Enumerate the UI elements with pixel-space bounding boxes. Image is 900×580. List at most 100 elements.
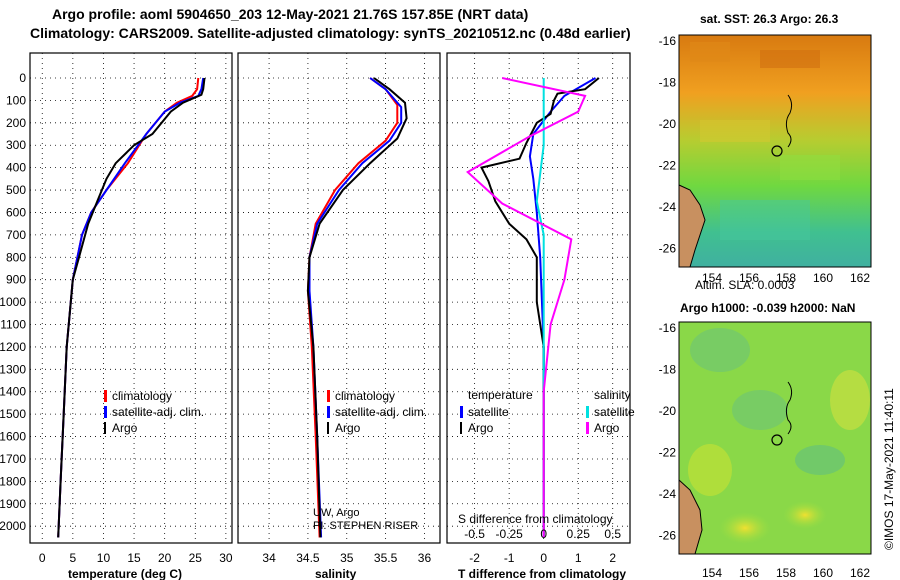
x-tick-label: 5: [70, 551, 77, 565]
legend-t-argo-swatch: [460, 422, 462, 434]
depth-tick-label: 2000: [0, 519, 26, 533]
legend-t-satellite-label: satellite: [468, 405, 509, 419]
reef-contour-sst: [785, 94, 793, 148]
legend-s-argo-label: Argo: [594, 421, 620, 435]
chart-title-line1: Argo profile: aoml 5904650_203 12-May-20…: [52, 6, 529, 22]
legend-t-satellite-swatch: [460, 406, 463, 418]
depth-tick-label: 1900: [0, 497, 26, 511]
longitude-tick-label: 162: [850, 566, 870, 580]
depth-tick-label: 700: [6, 228, 26, 242]
depth-tick-label: 200: [6, 116, 26, 130]
latitude-tick-label: -16: [659, 34, 677, 48]
x-tick-label: 34: [262, 551, 276, 565]
legend-climatology-label: climatology: [335, 389, 395, 403]
depth-tick-label: 1200: [0, 340, 26, 354]
longitude-tick-label: 160: [813, 271, 833, 285]
x-tick-label: 36: [418, 551, 432, 565]
salinity-x-axis-label: salinity: [315, 567, 357, 580]
temperature-x-axis-label: temperature (deg C): [68, 567, 182, 580]
depth-tick-label: 1800: [0, 474, 26, 488]
argo-series-line: [306, 77, 408, 538]
argo-position-marker-sst: [771, 145, 783, 157]
legend-satellite-label: satellite-adj. clim.: [112, 405, 204, 419]
depth-tick-label: 600: [6, 205, 26, 219]
x-tick-label: 0: [540, 551, 547, 565]
sst-map: [678, 34, 872, 268]
legend-satellite-swatch: [104, 406, 107, 418]
s-difference-axis-label: S difference from climatology: [458, 512, 613, 526]
longitude-tick-label: 158: [776, 271, 796, 285]
x-tick-label: 10: [97, 551, 111, 565]
legend-argo-label: Argo: [112, 421, 138, 435]
longitude-tick-label: 162: [850, 271, 870, 285]
t-satellite-series-line: [528, 77, 596, 538]
annotation-pi: PI: STEPHEN RISER: [313, 520, 418, 532]
longitude-tick-label: 154: [702, 271, 722, 285]
legend-climatology-swatch: [104, 390, 107, 402]
legend-s-satellite-swatch: [586, 406, 589, 418]
depth-tick-label: 900: [6, 273, 26, 287]
latitude-tick-label: -20: [659, 117, 677, 131]
longitude-tick-label: 154: [702, 566, 722, 580]
imos-stamp: ©IMOS 17-May-2021 11:40:11: [882, 388, 896, 550]
x-tick-label: 20: [158, 551, 172, 565]
s-diff-tick-label: 0: [540, 527, 547, 541]
coastline-sla: [678, 478, 703, 555]
sst-map-speckle: [690, 42, 840, 240]
x-tick-label: 15: [127, 551, 141, 565]
legend-temperature-title: temperature: [468, 388, 533, 402]
climatology-series-line: [306, 77, 399, 538]
legend-argo-swatch: [327, 422, 329, 434]
chart-title-line2: Climatology: CARS2009. Satellite-adjuste…: [30, 25, 631, 41]
climatology-series-line: [57, 77, 200, 538]
salinity-plot-frame: [237, 52, 441, 544]
depth-tick-label: 1300: [0, 362, 26, 376]
legend-satellite-label: satellite-adj. clim.: [335, 405, 427, 419]
sla-map-blobs: [688, 328, 870, 544]
latitude-tick-label: -18: [659, 363, 677, 377]
x-tick-label: 1: [575, 551, 582, 565]
sla-map-title: Altim. SLA: 0.0003: [695, 278, 795, 292]
latitude-tick-label: -16: [659, 321, 677, 335]
depth-tick-label: 1500: [0, 407, 26, 421]
depth-tick-label: 500: [6, 183, 26, 197]
temperature-plot-frame: [29, 52, 233, 544]
latitude-tick-label: -24: [659, 487, 677, 501]
depth-tick-label: 1700: [0, 452, 26, 466]
legend-climatology-swatch: [327, 390, 330, 402]
depth-tick-label: 1000: [0, 295, 26, 309]
s-diff-tick-label: -0.5: [464, 527, 485, 541]
t-difference-axis-label: T difference from climatology: [458, 567, 626, 580]
x-tick-label: 0: [39, 551, 46, 565]
s-diff-tick-label: 0.5: [604, 527, 621, 541]
legend-satellite-swatch: [327, 406, 330, 418]
latitude-tick-label: -20: [659, 404, 677, 418]
h-map-title: Argo h1000: -0.039 h2000: NaN: [680, 301, 855, 315]
argo-position-marker-sla: [771, 434, 783, 446]
coastline-sst: [678, 184, 706, 268]
latitude-tick-label: -22: [659, 159, 677, 173]
satellite-adj-clim--series-line: [57, 77, 205, 538]
depth-tick-label: 1600: [0, 430, 26, 444]
x-tick-label: -1: [504, 551, 515, 565]
legend-s-argo-swatch: [586, 422, 589, 434]
s-satellite-series-line: [535, 78, 545, 538]
latitude-tick-label: -24: [659, 200, 677, 214]
x-tick-label: 34.5: [296, 551, 320, 565]
depth-tick-label: 100: [6, 93, 26, 107]
annotation-uw-argo: UW, Argo: [313, 507, 359, 519]
x-tick-label: 35: [340, 551, 354, 565]
difference-plot-frame: [446, 52, 631, 544]
x-tick-label: 35.5: [374, 551, 398, 565]
s-argo-series-line: [466, 77, 587, 538]
longitude-tick-label: 158: [776, 566, 796, 580]
depth-tick-label: 300: [6, 138, 26, 152]
longitude-tick-label: 156: [739, 271, 759, 285]
latitude-tick-label: -18: [659, 76, 677, 90]
t-argo-series-line: [480, 77, 600, 538]
x-tick-label: -2: [469, 551, 480, 565]
legend-argo-swatch: [104, 422, 106, 434]
depth-tick-label: 1400: [0, 385, 26, 399]
depth-tick-label: 800: [6, 250, 26, 264]
